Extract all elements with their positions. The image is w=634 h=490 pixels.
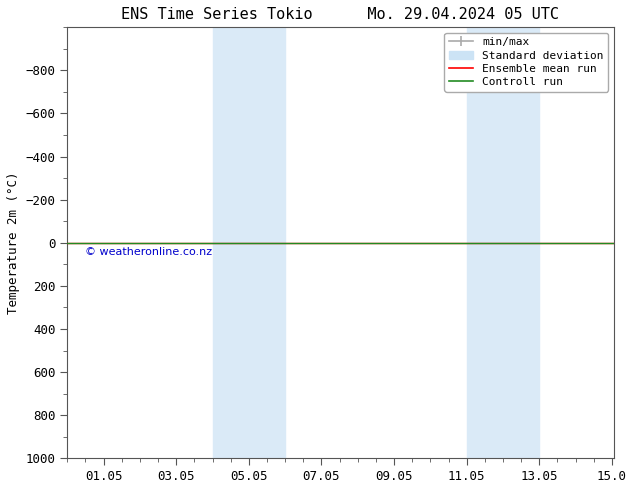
Bar (212, 27, 285, 458)
Bar (467, 27, 540, 458)
Title: ENS Time Series Tokio      Mo. 29.04.2024 05 UTC: ENS Time Series Tokio Mo. 29.04.2024 05 … (122, 7, 559, 22)
Y-axis label: Temperature 2m (°C): Temperature 2m (°C) (7, 172, 20, 314)
Legend: min/max, Standard deviation, Ensemble mean run, Controll run: min/max, Standard deviation, Ensemble me… (444, 33, 608, 92)
Text: © weatheronline.co.nz: © weatheronline.co.nz (86, 246, 212, 257)
